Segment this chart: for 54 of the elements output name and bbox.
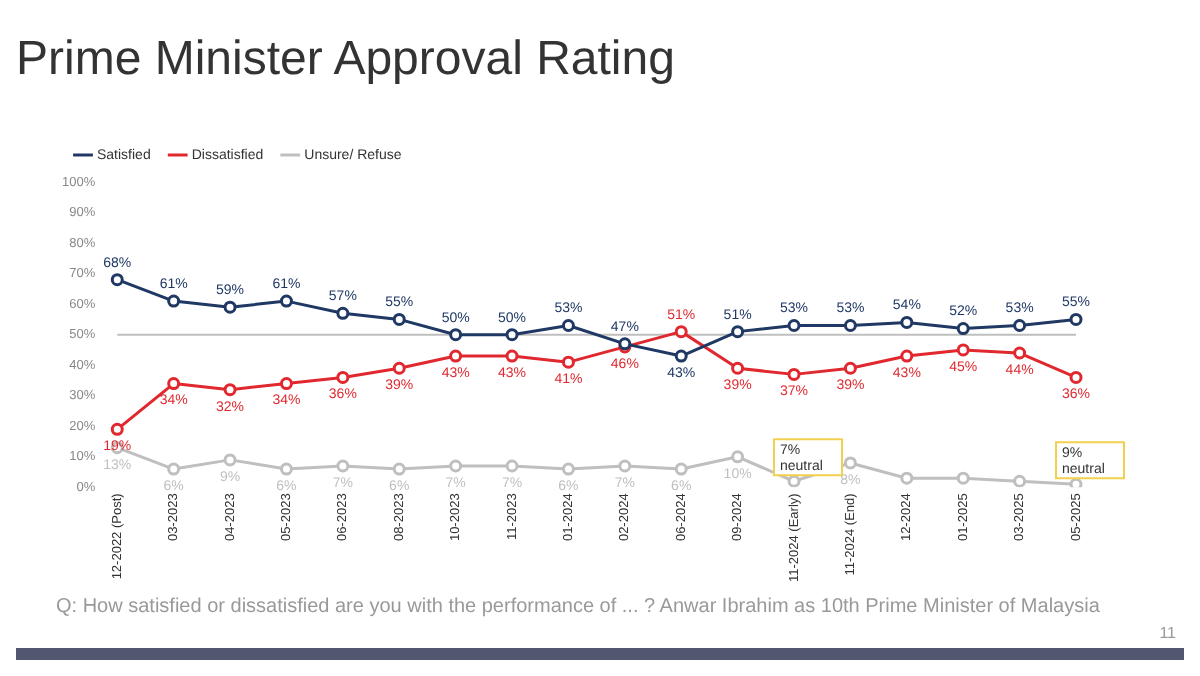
point	[618, 459, 632, 473]
point	[167, 377, 181, 391]
point	[167, 294, 181, 308]
point	[561, 462, 575, 476]
point	[279, 294, 293, 308]
point	[900, 471, 914, 485]
point	[279, 462, 293, 476]
point	[449, 349, 463, 363]
point	[1069, 312, 1083, 326]
point	[336, 306, 350, 320]
point	[1069, 370, 1083, 384]
point	[449, 328, 463, 342]
point	[956, 471, 970, 485]
point	[674, 325, 688, 339]
point	[392, 361, 406, 375]
point	[561, 319, 575, 333]
point	[392, 462, 406, 476]
point	[900, 315, 914, 329]
point	[731, 450, 745, 464]
point	[1013, 346, 1027, 360]
point	[110, 422, 124, 436]
text: 11	[1159, 624, 1176, 642]
point	[449, 459, 463, 473]
point	[674, 349, 688, 363]
point	[731, 325, 745, 339]
point	[223, 453, 237, 467]
chart-title: Prime Minister Approval Rating	[16, 32, 675, 88]
point	[1069, 477, 1083, 488]
point	[1013, 474, 1027, 488]
point	[561, 355, 575, 369]
point	[900, 349, 914, 363]
point	[1013, 319, 1027, 333]
point	[787, 367, 801, 381]
point	[956, 322, 970, 336]
point	[336, 459, 350, 473]
point	[843, 319, 857, 333]
point	[505, 459, 519, 473]
point	[843, 361, 857, 375]
point	[167, 462, 181, 476]
point	[392, 312, 406, 326]
point	[505, 328, 519, 342]
point	[223, 383, 237, 397]
point	[279, 377, 293, 391]
point	[336, 370, 350, 384]
point	[843, 456, 857, 470]
point	[787, 319, 801, 333]
point	[223, 300, 237, 314]
point	[956, 343, 970, 357]
point	[787, 474, 801, 488]
point	[110, 273, 124, 287]
point	[505, 349, 519, 363]
text: Q: How satisfied or dissatisfied are you with the performance of ... ? Anwar Ibrahim as 10th Prime Minister of Malaysia	[56, 596, 1100, 618]
point	[674, 462, 688, 476]
point	[731, 361, 745, 375]
